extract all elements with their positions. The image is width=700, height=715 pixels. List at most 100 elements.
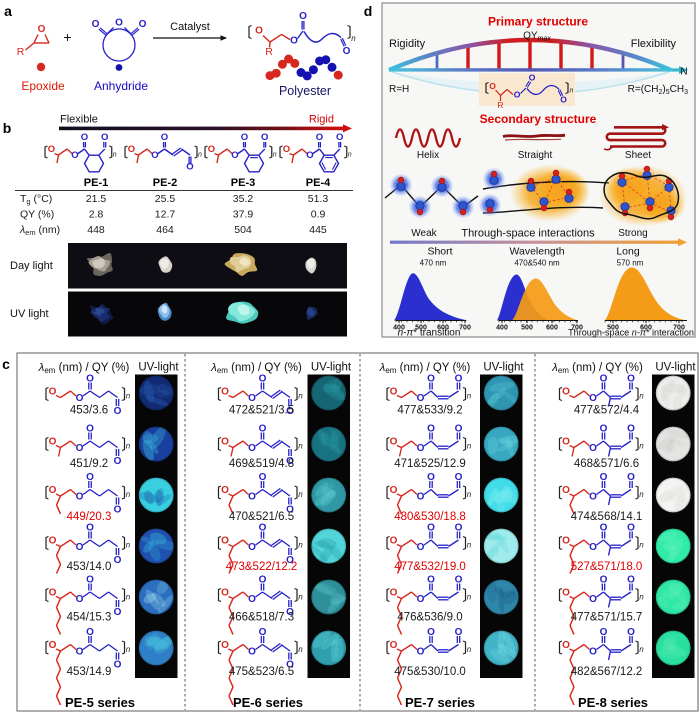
svg-text:n: n (298, 541, 303, 550)
svg-text:466&518/7.3: 466&518/7.3 (229, 612, 294, 624)
svg-text:35.2: 35.2 (233, 193, 254, 205)
svg-text:n: n (298, 490, 303, 499)
svg-text:n: n (298, 593, 303, 602)
svg-text:O: O (306, 150, 313, 161)
svg-text:25.5: 25.5 (155, 193, 176, 205)
svg-text:O: O (76, 542, 84, 553)
svg-text:O: O (627, 575, 635, 586)
svg-text:400: 400 (496, 325, 508, 332)
svg-text:O: O (589, 492, 597, 503)
svg-text:Wavelength: Wavelength (509, 246, 564, 258)
svg-text:O: O (514, 90, 521, 100)
svg-text:O: O (248, 443, 256, 454)
svg-text:Rigidity: Rigidity (389, 38, 426, 50)
svg-text:O: O (259, 523, 267, 534)
svg-text:O: O (208, 144, 215, 155)
svg-text:O: O (259, 627, 267, 638)
svg-text:Primary structure: Primary structure (488, 15, 588, 29)
svg-text:O: O (589, 393, 597, 404)
svg-text:O: O (259, 374, 267, 385)
svg-text:700: 700 (673, 325, 685, 332)
svg-text:O: O (589, 647, 597, 658)
svg-text:Polyester: Polyester (279, 84, 331, 98)
svg-text:Through-space interactions: Through-space interactions (461, 228, 595, 240)
svg-text:474&568/14.1: 474&568/14.1 (571, 511, 643, 523)
svg-text:700: 700 (571, 325, 583, 332)
svg-text:n: n (126, 392, 131, 401)
svg-text:Weak: Weak (411, 228, 437, 239)
svg-text:Through-space n-π* interaction: Through-space n-π* interaction (568, 328, 694, 338)
svg-text:480&530/18.8: 480&530/18.8 (394, 511, 466, 523)
svg-text:O: O (390, 588, 398, 599)
svg-text:Secondary structure: Secondary structure (480, 112, 597, 126)
svg-text:O: O (161, 132, 168, 143)
svg-text:O: O (560, 95, 567, 105)
svg-text:O: O (114, 505, 122, 516)
svg-text:O: O (76, 594, 84, 605)
svg-text:O: O (589, 594, 597, 605)
svg-text:500: 500 (607, 325, 619, 332)
svg-text:O: O (390, 640, 398, 651)
svg-text:O: O (455, 374, 463, 385)
svg-text:n: n (113, 152, 117, 159)
svg-text:R: R (265, 46, 273, 58)
svg-text:O: O (231, 150, 238, 161)
svg-text:O: O (114, 406, 122, 417)
svg-text:O: O (627, 424, 635, 435)
svg-text:R=(CH2)5CH3: R=(CH2)5CH3 (628, 84, 688, 96)
svg-text:O: O (600, 523, 608, 534)
svg-text:600: 600 (640, 325, 652, 332)
svg-text:O: O (76, 393, 84, 404)
svg-text:O: O (259, 472, 267, 483)
svg-text:Tg (°C): Tg (°C) (20, 193, 52, 206)
svg-text:12.7: 12.7 (155, 209, 176, 221)
svg-text:451/9.2: 451/9.2 (70, 458, 108, 470)
svg-text:O: O (86, 523, 94, 534)
svg-text:PE-2: PE-2 (153, 177, 177, 189)
svg-text:O: O (427, 575, 435, 586)
svg-text:Flexible: Flexible (60, 114, 98, 126)
svg-text:O: O (290, 36, 298, 47)
svg-text:O: O (299, 11, 307, 22)
svg-text:469&519/4.8: 469&519/4.8 (229, 458, 294, 470)
svg-text:O: O (627, 472, 635, 483)
svg-text:O: O (248, 542, 256, 553)
svg-text:473&522/12.2: 473&522/12.2 (226, 561, 298, 573)
svg-text:O: O (390, 536, 398, 547)
svg-text:n: n (639, 593, 644, 602)
svg-text:O: O (86, 424, 94, 435)
svg-text:PE-5 series: PE-5 series (65, 695, 135, 710)
svg-text:O: O (455, 523, 463, 534)
svg-text:O: O (286, 607, 294, 618)
svg-text:O: O (49, 588, 57, 599)
svg-text:b: b (3, 120, 12, 136)
svg-text:O: O (76, 492, 84, 503)
svg-text:n: n (467, 541, 472, 550)
svg-text:O: O (589, 542, 597, 553)
svg-text:O: O (427, 472, 435, 483)
svg-text:51.3: 51.3 (308, 193, 329, 205)
svg-text:O: O (49, 485, 57, 496)
svg-text:O: O (286, 456, 294, 467)
svg-text:λem (nm) / QY (%): λem (nm) / QY (%) (210, 362, 302, 375)
svg-text:600: 600 (437, 325, 449, 332)
svg-text:O: O (248, 647, 256, 658)
svg-text:O: O (101, 132, 108, 143)
svg-text:O: O (286, 660, 294, 671)
svg-text:n: n (570, 88, 574, 95)
svg-text:n: n (639, 490, 644, 499)
svg-text:λem (nm): λem (nm) (19, 224, 60, 237)
svg-text:n: n (298, 645, 303, 654)
svg-text:O: O (316, 132, 323, 143)
svg-text:Epoxide: Epoxide (21, 79, 65, 93)
svg-text:R=H: R=H (389, 84, 409, 95)
svg-text:O: O (390, 387, 398, 398)
svg-text:O: O (286, 505, 294, 516)
svg-text:λem (nm) / QY (%): λem (nm) / QY (%) (38, 362, 130, 375)
svg-text:n: n (467, 442, 472, 451)
svg-text:O: O (600, 575, 608, 586)
svg-text:527&571/18.0: 527&571/18.0 (571, 561, 643, 573)
svg-text:c: c (2, 356, 10, 372)
svg-text:O: O (417, 443, 425, 454)
svg-text:O: O (489, 81, 496, 91)
